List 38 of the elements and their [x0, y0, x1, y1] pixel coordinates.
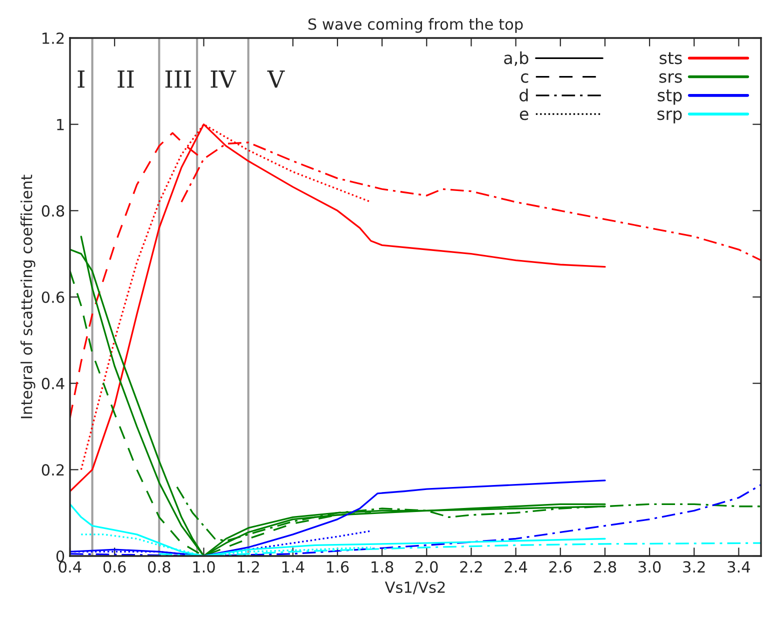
- x-tick-label: 3.0: [638, 561, 661, 573]
- x-tick-label: 2.2: [460, 561, 482, 572]
- annotation: e: [520, 110, 528, 120]
- y-axis-title: Integral of scattering coefficient: [20, 174, 36, 418]
- y-tick-label: 0.8: [42, 205, 64, 217]
- x-tick-label: 1.2: [238, 561, 259, 572]
- x-tick-label: 2.4: [504, 561, 528, 572]
- annotation: d: [520, 88, 528, 102]
- x-tick-label: 3.4: [728, 561, 750, 573]
- x-tick-label: 3.2: [683, 561, 705, 573]
- annotation: a,b: [504, 51, 528, 66]
- x-tick-label: 2.8: [594, 561, 616, 573]
- y-tick-label: 1: [57, 119, 64, 130]
- x-tick-label: 1.6: [327, 561, 349, 573]
- x-tick-label: 0.8: [148, 561, 170, 573]
- y-tick-label: 0.4: [42, 378, 64, 390]
- y-tick-label: 0: [56, 550, 64, 562]
- annotation: IV: [210, 70, 236, 88]
- x-axis-title: Vs1/Vs2: [384, 581, 445, 594]
- x-tick-label: 1.0: [193, 561, 215, 573]
- x-tick-label: 0.6: [103, 561, 126, 573]
- chart-title: S wave coming from the top: [308, 18, 523, 33]
- annotation: c: [520, 73, 528, 83]
- legend-label: stp: [658, 90, 682, 105]
- y-tick-label: 0.6: [42, 291, 64, 304]
- annotation: I: [78, 70, 85, 88]
- annotation: V: [267, 70, 285, 88]
- annotation: II: [118, 70, 134, 88]
- legend-label: sts: [660, 52, 682, 64]
- legend-label: srs: [659, 73, 682, 83]
- x-tick-label: 2.0: [416, 561, 438, 573]
- y-tick-label: 1.2: [42, 32, 64, 44]
- annotation: III: [165, 70, 191, 88]
- x-tick-label: 1.4: [282, 561, 304, 572]
- x-tick-label: 1.8: [372, 561, 394, 573]
- x-tick-label: 2.6: [549, 561, 572, 573]
- y-tick-label: 0.2: [42, 464, 64, 476]
- legend-label: srp: [657, 110, 682, 124]
